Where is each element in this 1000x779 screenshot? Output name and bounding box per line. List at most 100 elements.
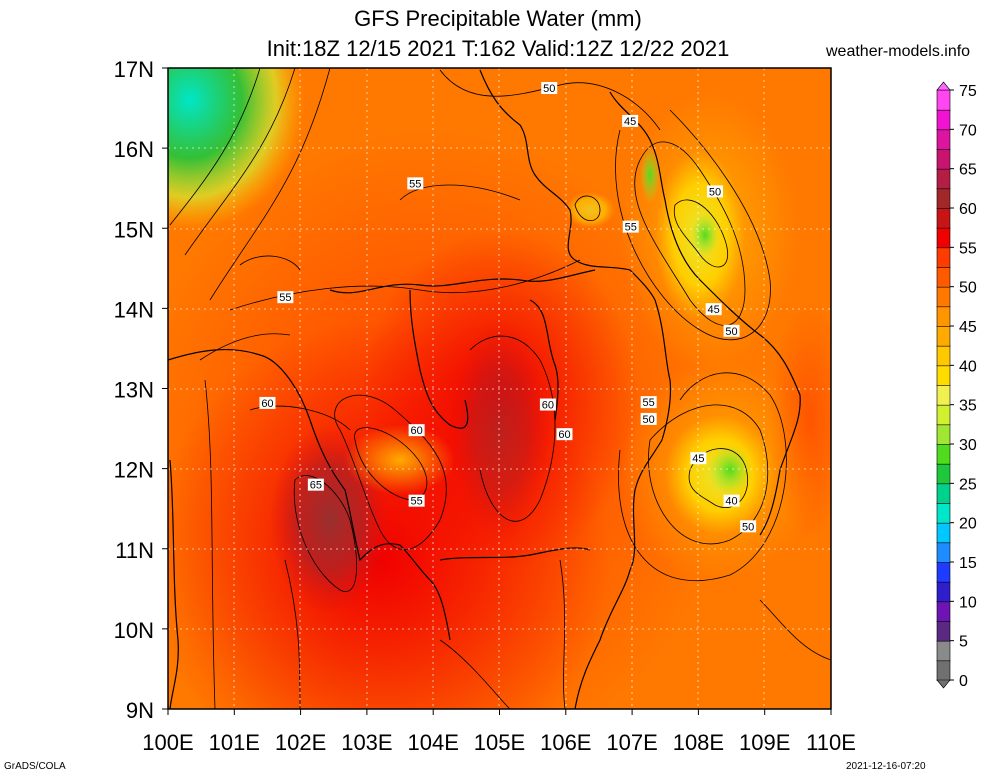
colorbar-swatch — [936, 620, 951, 642]
colorbar-label: 0 — [959, 673, 968, 690]
colorbar-swatch — [936, 188, 951, 209]
colorbar-swatch — [936, 148, 951, 170]
svg-text:60: 60 — [542, 400, 554, 412]
lon-label: 109E — [739, 730, 790, 755]
colorbar-swatch — [936, 266, 951, 288]
colorbar-swatch — [936, 483, 951, 504]
lon-label: 110E — [806, 730, 856, 755]
precipitable-water-field — [168, 68, 831, 709]
colorbar-swatch — [936, 227, 951, 249]
colorbar-swatch — [936, 660, 951, 681]
svg-text:50: 50 — [543, 83, 555, 95]
contour-label: 50 — [541, 82, 558, 95]
axis-labels: 9N 10N 11N 12N 13N 14N 15N 16N 17N 100E 101E 102E 10… — [114, 57, 856, 755]
svg-text:55: 55 — [411, 496, 423, 508]
colorbar-swatch — [936, 306, 951, 327]
colorbar-label: 35 — [959, 398, 977, 415]
svg-text:55: 55 — [279, 292, 291, 304]
contour-label: 55 — [407, 177, 424, 190]
lat-label: 14N — [114, 297, 154, 322]
contour-label: 60 — [539, 398, 556, 412]
contour-label: 65 — [307, 478, 324, 492]
lon-label: 104E — [408, 730, 459, 755]
lon-label: 101E — [209, 730, 260, 755]
lon-label: 100E — [142, 730, 193, 755]
svg-text:50: 50 — [643, 414, 655, 426]
colorbar-min-arrow — [936, 679, 951, 689]
svg-text:55: 55 — [643, 397, 655, 409]
colorbar-label: 50 — [959, 280, 977, 297]
contour-label: 45 — [705, 303, 722, 316]
contour-lines — [169, 68, 831, 709]
colorbar-swatch — [936, 89, 951, 111]
svg-text:60: 60 — [261, 398, 273, 410]
colorbar-swatch — [936, 286, 951, 308]
contour-label: 45 — [622, 114, 639, 128]
lon-label: 106E — [540, 730, 591, 755]
lon-label: 108E — [673, 730, 724, 755]
contour-labels: 50 45 55 50 55 55 45 50 60 55 60 50 60 60 45 65 55 40 50 — [259, 82, 757, 533]
colorbar-swatch — [936, 463, 951, 485]
colorbar: 0 5 10 15 20 25 30 35 40 45 50 55 60 65 70 75 — [936, 81, 977, 690]
lat-label: 16N — [114, 137, 154, 162]
site-label: weather-models.info — [826, 43, 971, 60]
colorbar-label: 55 — [959, 240, 977, 257]
chart-title: GFS Precipitable Water (mm) — [354, 6, 642, 31]
colorbar-swatch — [936, 581, 951, 603]
contour-label: 50 — [640, 412, 657, 426]
colorbar-label: 40 — [959, 358, 977, 375]
contour-label: 60 — [556, 428, 573, 441]
svg-text:55: 55 — [625, 222, 637, 234]
colorbar-label: 65 — [959, 162, 977, 179]
lat-label: 15N — [114, 217, 154, 242]
svg-text:40: 40 — [725, 496, 737, 508]
contour-label: 60 — [408, 424, 425, 437]
svg-text:50: 50 — [742, 521, 754, 533]
colorbar-swatch — [936, 207, 951, 229]
lat-label: 13N — [114, 378, 154, 403]
lon-label: 102E — [275, 730, 326, 755]
colorbar-swatch — [936, 168, 951, 190]
timestamp-label: 2021-12-16-07:20 — [846, 761, 926, 772]
colorbar-label: 30 — [959, 437, 977, 454]
colorbar-label: 15 — [959, 555, 977, 572]
colorbar-label: 10 — [959, 594, 977, 611]
axis-ticks — [162, 67, 832, 715]
colorbar-swatch — [936, 443, 951, 465]
colorbar-label: 60 — [959, 201, 977, 218]
lat-label: 11N — [115, 538, 154, 563]
svg-text:50: 50 — [725, 326, 737, 338]
colorbar-swatch — [936, 365, 951, 386]
colorbar-swatch — [936, 424, 951, 445]
credit-label: GrADS/COLA — [4, 761, 66, 772]
colorbar-label: 20 — [959, 516, 977, 533]
contour-label: 55 — [640, 396, 657, 409]
contour-label: 50 — [740, 520, 757, 533]
contour-label: 45 — [690, 452, 707, 465]
svg-text:60: 60 — [558, 429, 570, 441]
svg-text:50: 50 — [709, 186, 721, 198]
colorbar-swatch — [936, 325, 951, 347]
colorbar-label: 75 — [959, 83, 977, 100]
colorbar-swatch — [936, 384, 951, 406]
svg-text:55: 55 — [409, 178, 421, 190]
svg-text:45: 45 — [692, 453, 704, 465]
coastlines-borders — [168, 69, 801, 709]
colorbar-label: 5 — [959, 634, 968, 651]
contour-label: 60 — [259, 396, 276, 410]
colorbar-swatch — [936, 542, 951, 563]
colorbar-swatch — [936, 561, 951, 583]
colorbar-label: 45 — [959, 319, 977, 336]
lat-label: 12N — [114, 458, 154, 483]
colorbar-swatch — [936, 522, 951, 544]
lon-label: 107E — [606, 730, 657, 755]
svg-text:65: 65 — [310, 480, 322, 492]
contour-label: 50 — [706, 185, 723, 198]
contour-label: 55 — [622, 220, 639, 234]
lat-label: 9N — [126, 698, 154, 723]
lat-label: 10N — [114, 618, 154, 643]
colorbar-swatch — [936, 502, 951, 524]
colorbar-swatch — [936, 404, 951, 426]
colorbar-label: 25 — [959, 476, 977, 493]
